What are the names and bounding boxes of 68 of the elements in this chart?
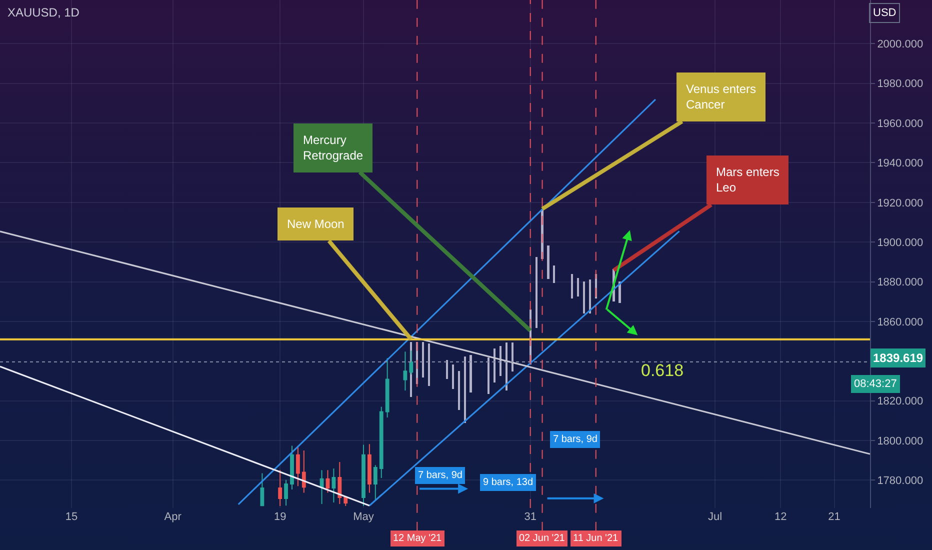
candlestick: [326, 470, 330, 494]
candlestick: [344, 496, 348, 507]
y-tick-label: 1900.000: [877, 236, 924, 249]
bar: [428, 344, 430, 386]
bar: [571, 274, 574, 298]
candlestick: [302, 450, 306, 494]
annotation: 9 bars, 13d: [483, 477, 534, 488]
y-tick-label: 1880.000: [877, 276, 924, 289]
bar: [422, 342, 424, 378]
x-tick-label: Apr: [164, 511, 182, 523]
x-tick-label: 31: [524, 511, 536, 523]
bar: [582, 281, 586, 314]
bar: [588, 279, 591, 314]
y-tick-label: 1820.000: [877, 396, 924, 408]
y-tick-label: 1940.000: [877, 158, 924, 170]
x-tick-label: 21: [828, 511, 840, 523]
y-tick-label: 1780.000: [877, 475, 924, 488]
bar: [488, 358, 490, 394]
candlestick: [379, 406, 384, 479]
bar: [511, 342, 514, 372]
annotation: 7 bars, 9d: [553, 434, 598, 445]
candlestick: [260, 472, 264, 507]
y-tick-label: 1960.000: [877, 118, 924, 130]
annotation: New Moon: [287, 217, 344, 231]
y-tick-label: 1920.000: [877, 197, 924, 210]
bar: [470, 355, 472, 392]
candlestick: [373, 464, 378, 502]
candlestick: [332, 468, 336, 503]
x-tick-label: 15: [65, 511, 78, 523]
candlestick: [367, 444, 372, 494]
ref-line-label: 02 Jun '21: [519, 533, 566, 544]
annotation: 0.618: [641, 361, 684, 380]
x-tick-label: 12: [774, 511, 787, 523]
bar: [576, 278, 580, 297]
candlestick: [385, 358, 390, 418]
x-tick-label: 19: [274, 511, 286, 523]
bar: [535, 256, 538, 328]
annotation: Mercury Retrograde: [303, 133, 364, 163]
bar: [618, 281, 621, 304]
ref-line-label: 1839.619: [873, 351, 924, 365]
candlestick: [284, 479, 288, 506]
annotation: Venus enters Cancer: [686, 82, 756, 112]
candlestick: [278, 470, 282, 507]
text: XAUUSD, 1D: [7, 6, 80, 20]
candlestick: [403, 351, 408, 392]
bar: [452, 364, 454, 389]
bar: [547, 246, 550, 279]
candlestick: [320, 470, 324, 505]
text: USD: [873, 7, 896, 19]
bar: [446, 360, 448, 380]
candlestick: [296, 445, 300, 487]
x-tick-label: Jul: [708, 511, 722, 523]
candlestick: [362, 444, 366, 507]
ref-line-label: 11 Jun '21: [573, 533, 619, 544]
bar: [553, 266, 556, 283]
candlestick: [338, 461, 342, 505]
y-tick-label: 1800.000: [877, 435, 924, 448]
y-tick-label: 1980.000: [877, 78, 924, 90]
bar: [464, 356, 466, 424]
annotation: 7 bars, 9d: [418, 470, 462, 481]
y-tick-label: 2000.000: [877, 38, 924, 51]
annotation: Mars enters Leo: [716, 165, 780, 195]
annotation: 08:43:27: [854, 378, 897, 390]
y-tick-label: 1860.000: [877, 316, 924, 328]
bar: [458, 371, 460, 410]
x-tick-label: May: [353, 511, 374, 523]
candlestick: [290, 445, 294, 490]
ref-line-label: 12 May '21: [393, 533, 442, 544]
